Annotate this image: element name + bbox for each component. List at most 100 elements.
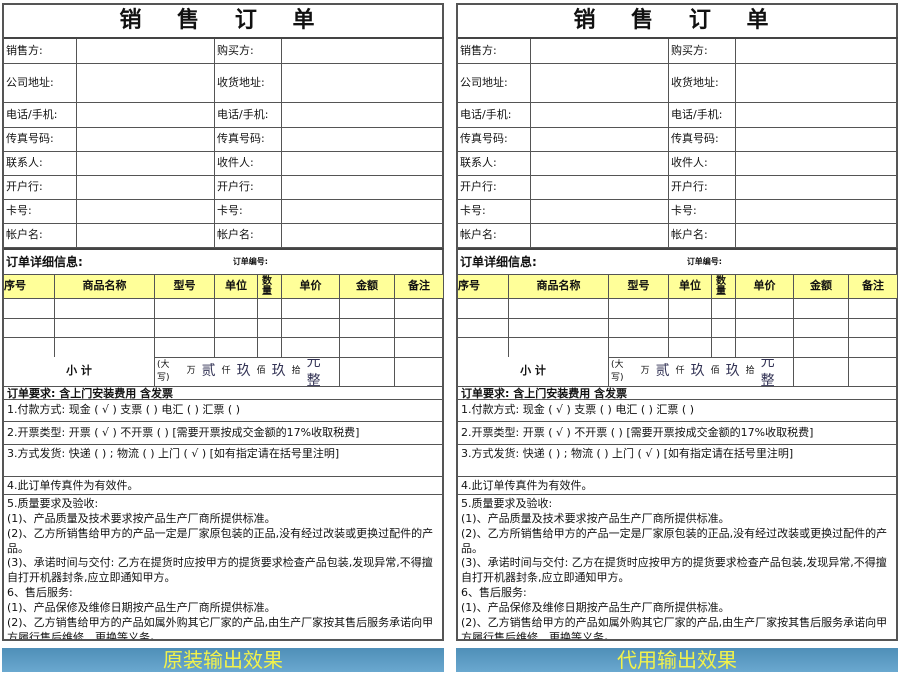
buyer-field-label: 收货地址: <box>669 64 736 103</box>
table-cell <box>4 299 55 319</box>
table-cell <box>458 299 509 319</box>
amount-part: 贰 <box>201 363 216 380</box>
table-cell <box>509 338 609 358</box>
amount-part: 万 <box>640 366 650 377</box>
seller-field-label: 传真号码: <box>458 128 531 152</box>
seller-field-label: 帐户名: <box>4 224 77 248</box>
column-header: 商品名称 <box>509 275 609 299</box>
table-cell <box>215 338 258 358</box>
table-cell <box>258 318 282 338</box>
buyer-field-value <box>282 200 444 224</box>
quality-heading: 5.质量要求及验收: <box>7 497 99 510</box>
seller-field-label: 传真号码: <box>4 128 77 152</box>
seller-field-value <box>531 224 669 248</box>
seller-field-label: 卡号: <box>4 200 77 224</box>
table-cell <box>282 338 340 358</box>
table-cell <box>55 299 155 319</box>
term-line: 6、售后服务: <box>461 586 527 600</box>
column-header: 单位 <box>669 275 712 299</box>
buyer-field-value <box>736 128 898 152</box>
output-caption: 原装输出效果 <box>2 648 444 672</box>
form-title: 销 售 订 单 <box>4 5 444 39</box>
detail-header: 订单详细信息: 订单编号: <box>4 248 444 275</box>
requirement-item: 3.方式发货: 快递 ( ) ; 物流 ( ) 上门 ( √ ) [如有指定请在… <box>4 445 444 477</box>
seller-field-label: 公司地址: <box>4 64 77 103</box>
amount-part: 元整 <box>306 357 321 387</box>
requirement-item: 4.此订单传真件为有效件。 <box>458 477 898 495</box>
seller-field-value <box>531 64 669 103</box>
buyer-field-label: 收件人: <box>215 152 282 176</box>
buyer-field-label: 帐户名: <box>215 224 282 248</box>
table-cell <box>4 318 55 338</box>
seller-field-label: 联系人: <box>458 152 531 176</box>
amount-part: 贰 <box>655 363 670 380</box>
table-cell <box>849 299 898 319</box>
column-header: 单价 <box>736 275 794 299</box>
buyer-field-value <box>736 64 898 103</box>
seller-field-value <box>531 200 669 224</box>
buyer-field-label: 帐户名: <box>669 224 736 248</box>
table-cell <box>55 338 155 358</box>
column-header: 金额 <box>794 275 849 299</box>
term-line: (2)、乙方所销售给甲方的产品一定是厂家原包装的正品,没有经过改装或更换过配件的… <box>461 526 888 555</box>
seller-field-value <box>531 103 669 128</box>
amount-part: (大写) <box>611 360 624 383</box>
table-cell <box>258 338 282 358</box>
column-header: 单价 <box>282 275 340 299</box>
seller-field-value <box>77 176 215 200</box>
table-cell <box>395 357 444 387</box>
amount-part: 拾 <box>745 366 755 377</box>
seller-field-label: 帐户名: <box>458 224 531 248</box>
buyer-field-value <box>736 152 898 176</box>
table-cell <box>609 338 669 358</box>
seller-field-label: 卡号: <box>458 200 531 224</box>
table-cell <box>258 299 282 319</box>
seller-field-label: 销售方: <box>458 39 531 64</box>
table-cell <box>849 338 898 358</box>
table-cell <box>669 318 712 338</box>
requirements-heading: 订单要求: 含上门安装费用 含发票 <box>4 387 444 400</box>
buyer-field-value <box>282 103 444 128</box>
seller-field-value <box>77 103 215 128</box>
requirements-heading: 订单要求: 含上门安装费用 含发票 <box>458 387 898 400</box>
column-header: 序号 <box>458 275 509 299</box>
amount-part: 玖 <box>236 363 251 380</box>
buyer-field-value <box>282 224 444 248</box>
terms-block: 5.质量要求及验收: (1)、产品质量及技术要求按产品生产厂商所提供标准。 (2)、… <box>4 495 444 639</box>
table-cell <box>395 338 444 358</box>
form-title: 销 售 订 单 <box>458 5 898 39</box>
table-cell <box>215 299 258 319</box>
buyer-field-value <box>736 176 898 200</box>
table-cell <box>395 299 444 319</box>
subtotal-amount: (大写) 万贰仟玖佰玖拾元整 <box>155 357 340 387</box>
table-cell <box>340 299 395 319</box>
term-line: (3)、承诺时间与交付: 乙方在提货时应按甲方的提货要求检查产品包装,发现异常,… <box>7 556 433 585</box>
table-cell <box>282 299 340 319</box>
table-cell <box>669 338 712 358</box>
buyer-field-value <box>736 200 898 224</box>
term-line: (1)、产品保修及维修日期按产品生产厂商所提供标准。 <box>7 600 276 614</box>
amount-part: 万 <box>186 366 196 377</box>
terms-block: 5.质量要求及验收: (1)、产品质量及技术要求按产品生产厂商所提供标准。 (2)、… <box>458 495 898 639</box>
term-line: (2)、乙方所销售给甲方的产品一定是厂家原包装的正品,没有经过改装或更换过配件的… <box>7 526 434 555</box>
amount-part: 玖 <box>690 363 705 380</box>
requirement-item: 1.付款方式: 现金 ( √ ) 支票 ( ) 电汇 ( ) 汇票 ( ) <box>4 400 444 422</box>
amount-part: 拾 <box>291 366 301 377</box>
seller-field-value <box>531 176 669 200</box>
output-caption: 代用输出效果 <box>456 648 898 672</box>
seller-field-value <box>531 128 669 152</box>
buyer-field-label: 电话/手机: <box>669 103 736 128</box>
substitute-output-form: 销 售 订 单销售方: 购买方: 公司地址: 收货地址: 电话/手机: 电话/手机: 传真号… <box>456 3 898 641</box>
buyer-field-label: 卡号: <box>669 200 736 224</box>
column-header: 商品名称 <box>55 275 155 299</box>
table-cell <box>736 299 794 319</box>
term-line: (2)、乙方销售给甲方的产品如属外购其它厂家的产品,由生产厂家按其售后服务承诺向… <box>461 615 888 639</box>
table-cell <box>282 318 340 338</box>
subtotal-label: 小 计 <box>458 357 609 387</box>
table-cell <box>395 318 444 338</box>
table-cell <box>4 338 55 358</box>
buyer-field-label: 开户行: <box>215 176 282 200</box>
seller-field-value <box>77 39 215 64</box>
term-line: (1)、产品质量及技术要求按产品生产厂商所提供标准。 <box>7 511 276 525</box>
quality-heading: 5.质量要求及验收: <box>461 497 553 510</box>
